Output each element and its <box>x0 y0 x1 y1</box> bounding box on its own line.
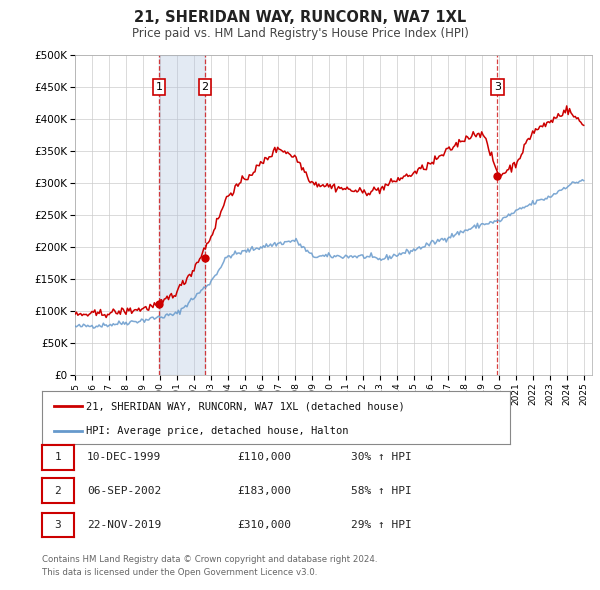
Text: 06-SEP-2002: 06-SEP-2002 <box>87 486 161 496</box>
Text: 10-DEC-1999: 10-DEC-1999 <box>87 453 161 462</box>
Text: £110,000: £110,000 <box>237 453 291 462</box>
Text: 22-NOV-2019: 22-NOV-2019 <box>87 520 161 530</box>
Text: 1: 1 <box>55 453 61 462</box>
Bar <box>159 55 205 375</box>
Text: 30% ↑ HPI: 30% ↑ HPI <box>351 453 412 462</box>
Text: 2: 2 <box>55 486 61 496</box>
Text: 29% ↑ HPI: 29% ↑ HPI <box>351 520 412 530</box>
Text: 21, SHERIDAN WAY, RUNCORN, WA7 1XL (detached house): 21, SHERIDAN WAY, RUNCORN, WA7 1XL (deta… <box>86 401 405 411</box>
Text: 3: 3 <box>55 520 61 530</box>
Text: £310,000: £310,000 <box>237 520 291 530</box>
Text: 1: 1 <box>155 82 163 92</box>
Text: 3: 3 <box>494 82 501 92</box>
Text: Price paid vs. HM Land Registry's House Price Index (HPI): Price paid vs. HM Land Registry's House … <box>131 27 469 40</box>
Text: 58% ↑ HPI: 58% ↑ HPI <box>351 486 412 496</box>
Text: 21, SHERIDAN WAY, RUNCORN, WA7 1XL: 21, SHERIDAN WAY, RUNCORN, WA7 1XL <box>134 10 466 25</box>
Text: This data is licensed under the Open Government Licence v3.0.: This data is licensed under the Open Gov… <box>42 568 317 576</box>
Text: £183,000: £183,000 <box>237 486 291 496</box>
Text: Contains HM Land Registry data © Crown copyright and database right 2024.: Contains HM Land Registry data © Crown c… <box>42 555 377 563</box>
Text: 2: 2 <box>202 82 209 92</box>
Text: HPI: Average price, detached house, Halton: HPI: Average price, detached house, Halt… <box>86 426 349 436</box>
